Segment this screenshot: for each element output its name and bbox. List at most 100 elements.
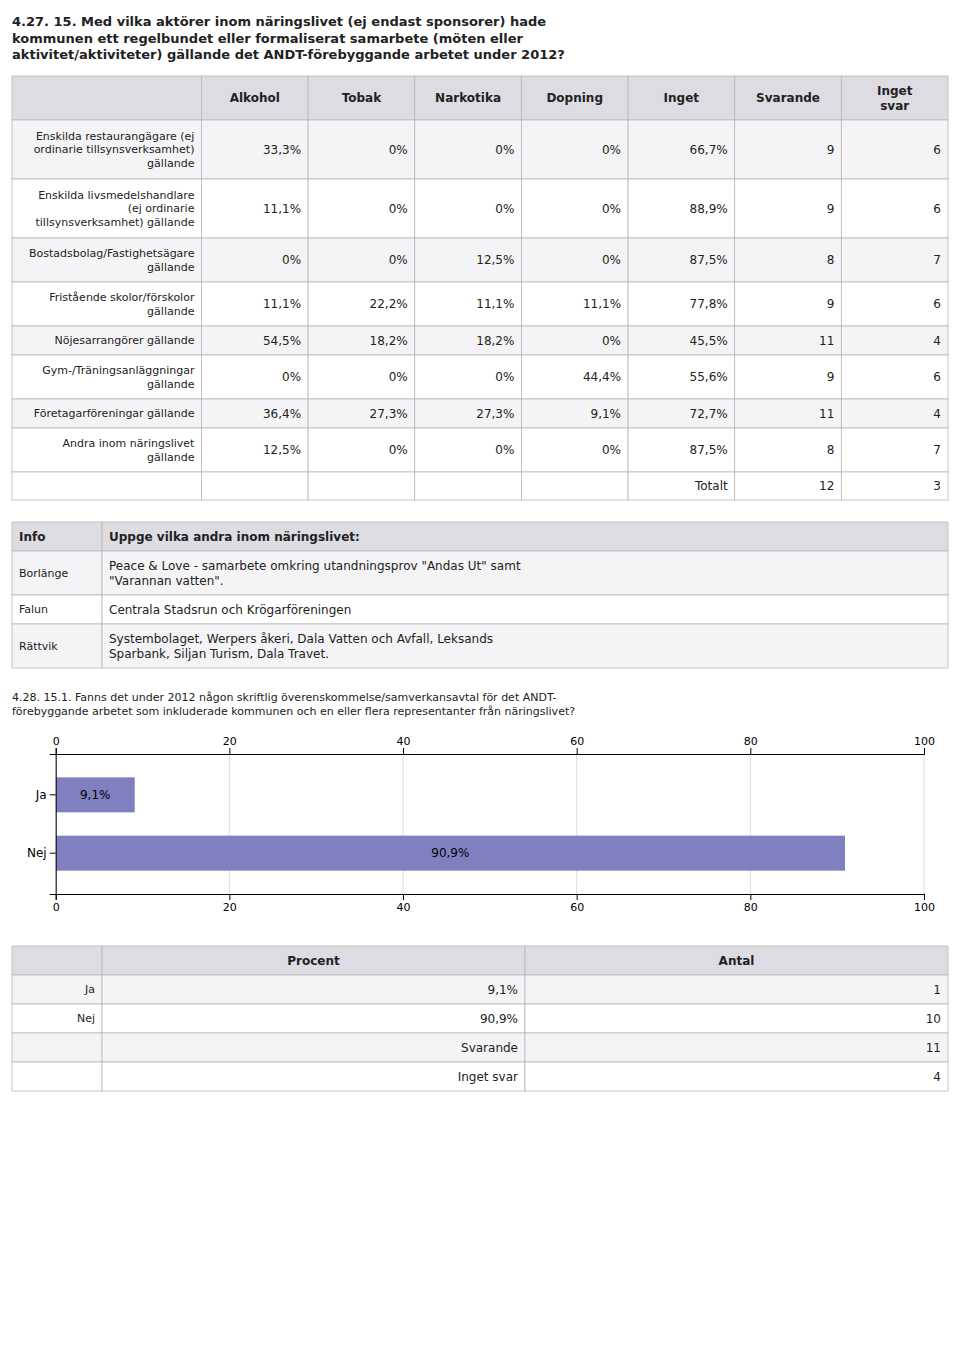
table-cell [841, 179, 948, 238]
table-cell [841, 326, 948, 355]
grid [56, 754, 924, 894]
axis-line [56, 748, 924, 755]
table-cell [12, 428, 201, 472]
table-value: Peace & Love - samarbete omkring utandni… [109, 559, 521, 588]
table-cell [628, 76, 735, 120]
table-value: 7 [933, 443, 941, 457]
table-cell [102, 1062, 525, 1091]
table-value: 11,1% [583, 297, 621, 311]
table-cell [415, 238, 522, 282]
table-cell [628, 238, 735, 282]
tick-mark [403, 894, 404, 900]
table-value: 9,1% [488, 983, 519, 997]
table-value: 8 [827, 253, 835, 267]
tick-mark [229, 748, 230, 754]
table-cell [102, 946, 525, 975]
table-value: Svarande [461, 1041, 518, 1055]
table-cell [628, 282, 735, 326]
table-value: 11 [819, 334, 834, 348]
tick-mark [229, 894, 230, 900]
table-value: 22,2% [370, 297, 408, 311]
table-value: 4 [933, 334, 941, 348]
x-axis-bottom: 020406080100 [53, 894, 935, 914]
table-value: 72,7% [690, 407, 728, 421]
table-cell [201, 399, 308, 428]
table: InfoUppge vilka andra inom näringslivet:… [12, 522, 948, 668]
table-cell [415, 326, 522, 355]
table-cell [415, 472, 522, 500]
table-cell [628, 472, 735, 500]
table-cell [735, 428, 842, 472]
table-value: 6 [933, 370, 941, 384]
tick-mark [577, 748, 578, 754]
tick: 100 [914, 735, 935, 754]
table-value: 66,7% [690, 143, 728, 157]
table-value: 0% [495, 443, 514, 457]
table-cell [12, 624, 102, 668]
table-cell [521, 179, 628, 238]
table-value: 0% [495, 202, 514, 216]
table-cell [201, 120, 308, 179]
column-header: Inget [664, 91, 700, 105]
table-cell [415, 76, 522, 120]
tick-label: 100 [914, 901, 935, 914]
table-value: 54,5% [263, 334, 301, 348]
title: 4.27. 15. Med vilka aktörer inom närings… [12, 14, 565, 62]
table-cell [415, 428, 522, 472]
column-header: Info [19, 530, 45, 544]
tick-mark [577, 894, 578, 900]
tick-label: Nej [27, 846, 47, 860]
grid-line [750, 754, 751, 894]
table-value: 27,3% [370, 407, 408, 421]
table-cell [201, 355, 308, 399]
x-axis-top: 020406080100 [53, 735, 935, 755]
row-label: Bostadsbolag/Fastighetsägaregällande [29, 247, 195, 274]
table-cell [201, 282, 308, 326]
bar [56, 777, 135, 812]
tick: Nej [27, 846, 56, 860]
table-value: 0% [389, 253, 408, 267]
table-cell [102, 595, 948, 624]
table-cell [201, 472, 308, 500]
row-label: Andra inom näringslivetgällande [63, 437, 196, 464]
column-header: Alkohol [230, 91, 280, 105]
row-label: Borlänge [19, 567, 69, 580]
table-cell [735, 238, 842, 282]
axis-line [56, 895, 924, 901]
tick-mark [403, 748, 404, 754]
table-cell [308, 179, 415, 238]
tick-mark [50, 853, 56, 854]
table-value: 87,5% [690, 253, 728, 267]
table-cell [12, 76, 201, 120]
table-value: 0% [389, 443, 408, 457]
table-value: 18,2% [370, 334, 408, 348]
table-value: 11,1% [476, 297, 514, 311]
table-cell [102, 1004, 525, 1033]
grid-line [403, 754, 404, 894]
row-label: Gym-/Träningsanläggningargällande [42, 364, 195, 391]
total-label: Totalt [694, 479, 728, 493]
table-cell [201, 238, 308, 282]
table-cell [12, 1033, 102, 1062]
tick-label: 40 [397, 735, 411, 748]
table-cell [841, 76, 948, 120]
tick: 80 [744, 735, 758, 754]
table-cell [841, 238, 948, 282]
table-cell [735, 355, 842, 399]
table-value: 9 [827, 202, 835, 216]
bar [56, 836, 845, 871]
tick: 20 [223, 735, 237, 754]
table-value: 0% [495, 143, 514, 157]
table-value: 18,2% [476, 334, 514, 348]
table-cell [201, 326, 308, 355]
table: 4.27. 15. Med vilka aktörer inom närings… [12, 14, 948, 500]
grid-line [229, 754, 230, 894]
table-cell [12, 1062, 102, 1091]
table-value: 6 [933, 297, 941, 311]
table-cell [12, 946, 102, 975]
tick-label: 80 [744, 735, 758, 748]
tick: 60 [570, 735, 584, 754]
grid-line [924, 754, 925, 894]
table-value: 12,5% [476, 253, 514, 267]
table-cell [102, 624, 948, 668]
